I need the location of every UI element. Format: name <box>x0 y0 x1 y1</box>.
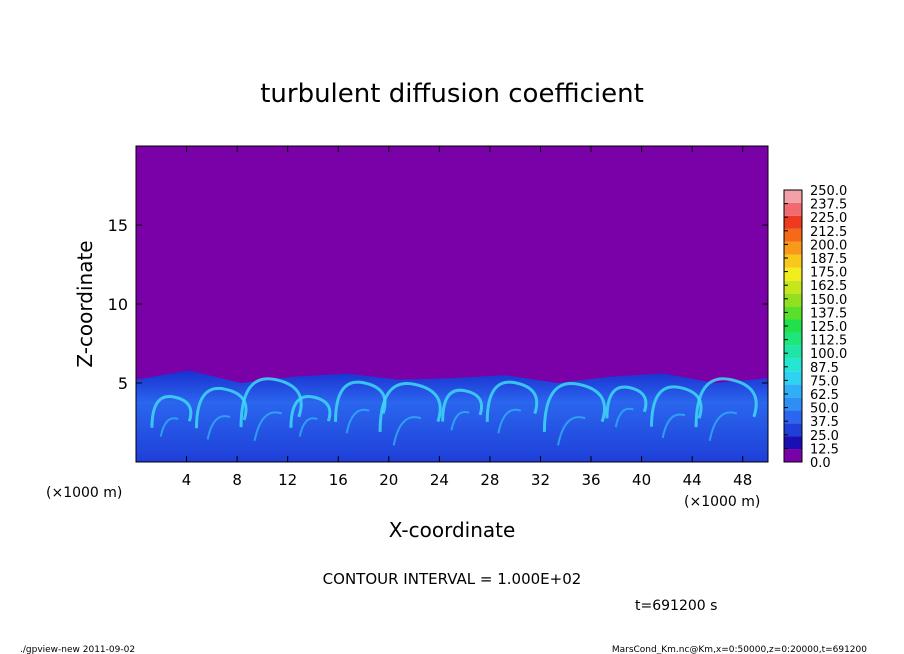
colorbar-swatch <box>784 345 802 359</box>
x-tick-label: 44 <box>683 471 702 489</box>
eddy-filament <box>542 381 607 432</box>
footer-left: ./gpview-new 2011-09-02 <box>20 645 135 654</box>
colorbar-swatch <box>784 267 802 281</box>
eddy-filament <box>441 388 484 422</box>
x-unit-right: (×1000 m) <box>684 494 760 510</box>
y-axis-ticks: 5 10 15 <box>108 216 768 393</box>
eddy-filament <box>150 395 193 428</box>
time-label: t=691200 s <box>635 598 717 614</box>
y-axis-label: Z-coordinate <box>73 240 97 367</box>
x-axis-label: X-coordinate <box>389 518 516 542</box>
colorbar-label: 12.5 <box>810 442 839 457</box>
colorbar-swatch <box>784 215 802 229</box>
eddy-filament <box>605 385 648 419</box>
colorbar-swatch <box>784 371 802 385</box>
x-tick-label: 8 <box>232 471 242 489</box>
y-tick-label: 10 <box>108 295 128 314</box>
colorbar-swatch <box>784 241 802 255</box>
eddy-filament <box>289 395 332 428</box>
contour-interval: CONTOUR INTERVAL = 1.000E+02 <box>323 570 582 588</box>
colorbar-swatch <box>784 319 802 333</box>
colorbar-swatch <box>784 306 802 320</box>
colorbar-label: 175.0 <box>810 266 847 281</box>
colorbar-label: 212.5 <box>810 225 847 240</box>
x-tick-label: 12 <box>278 471 297 489</box>
colorbar-label: 125.0 <box>810 320 847 335</box>
colorbar-swatch <box>784 410 802 424</box>
colorbar-label: 62.5 <box>810 388 839 403</box>
colorbar-label: 75.0 <box>810 374 839 389</box>
colorbar-label: 50.0 <box>810 402 839 417</box>
colorbar-swatch <box>784 254 802 268</box>
eddy-filament <box>378 381 442 432</box>
x-tick-label: 28 <box>480 471 499 489</box>
eddy-filament <box>708 411 738 441</box>
colorbar-swatch <box>784 202 802 216</box>
eddy-filament <box>206 415 231 440</box>
colorbar-swatch <box>784 293 802 307</box>
colorbar-swatch <box>784 436 802 450</box>
eddy-filament <box>694 377 758 428</box>
colorbar-swatch <box>784 397 802 411</box>
colorbar-label: 0.0 <box>810 456 831 471</box>
eddy-filament <box>194 386 248 429</box>
y-tick-label: 15 <box>108 216 128 235</box>
colorbar-label: 87.5 <box>810 361 839 376</box>
y-tick-label: 5 <box>118 374 128 393</box>
colorbar-label: 162.5 <box>810 279 847 294</box>
x-tick-label: 40 <box>632 471 651 489</box>
eddy-filament <box>450 410 470 431</box>
x-tick-label: 16 <box>329 471 348 489</box>
colorbar-swatch <box>784 228 802 242</box>
colorbar-swatch <box>784 423 802 437</box>
eddy-filament <box>661 413 686 439</box>
eddy-filament <box>159 417 179 437</box>
mixed-layer-fill <box>136 370 768 462</box>
x-tick-label: 20 <box>379 471 398 489</box>
colorbar-label: 250.0 <box>810 184 847 199</box>
colorbar-swatch <box>784 280 802 294</box>
eddy-filament <box>345 408 370 434</box>
x-tick-label: 24 <box>430 471 449 489</box>
eddy-filament <box>650 385 703 427</box>
x-tick-label: 48 <box>733 471 752 489</box>
eddy-filament <box>253 411 283 441</box>
colorbar-swatch <box>784 358 802 372</box>
mixed-layer <box>136 370 768 462</box>
colorbar-label: 237.5 <box>810 198 847 213</box>
x-tick-label: 32 <box>531 471 550 489</box>
x-tick-label: 36 <box>581 471 600 489</box>
colorbar: 0.012.525.037.550.062.575.087.5100.0112.… <box>783 184 847 471</box>
colorbar-label: 225.0 <box>810 211 847 226</box>
colorbar-label: 137.5 <box>810 306 847 321</box>
colorbar-label: 150.0 <box>810 293 847 308</box>
eddy-filament <box>614 407 634 428</box>
colorbar-label: 25.0 <box>810 429 839 444</box>
colorbar-swatch <box>784 449 802 462</box>
footer-right: MarsCond_Km.nc@Km,x=0:50000,z=0:20000,t=… <box>612 645 867 654</box>
x-unit-left: (×1000 m) <box>46 485 122 501</box>
eddy-filament <box>557 416 586 446</box>
colorbar-label: 200.0 <box>810 238 847 253</box>
colorbar-swatch <box>784 190 802 203</box>
x-axis-ticks: 4 8 12 16 20 24 28 32 36 40 44 48 <box>182 146 752 489</box>
eddy-filament <box>497 408 522 434</box>
colorbar-swatch <box>784 332 802 346</box>
turbulent-eddies <box>150 377 758 446</box>
eddy-filament <box>392 416 422 446</box>
eddy-filament <box>485 380 539 422</box>
colorbar-label: 112.5 <box>810 334 847 349</box>
colorbar-label: 37.5 <box>810 415 839 430</box>
chart-title: turbulent diffusion coefficient <box>260 79 644 109</box>
colorbar-swatch <box>784 384 802 398</box>
eddy-filament <box>298 417 318 437</box>
colorbar-label: 187.5 <box>810 252 847 267</box>
colorbar-label: 100.0 <box>810 347 847 362</box>
x-tick-label: 4 <box>182 471 192 489</box>
